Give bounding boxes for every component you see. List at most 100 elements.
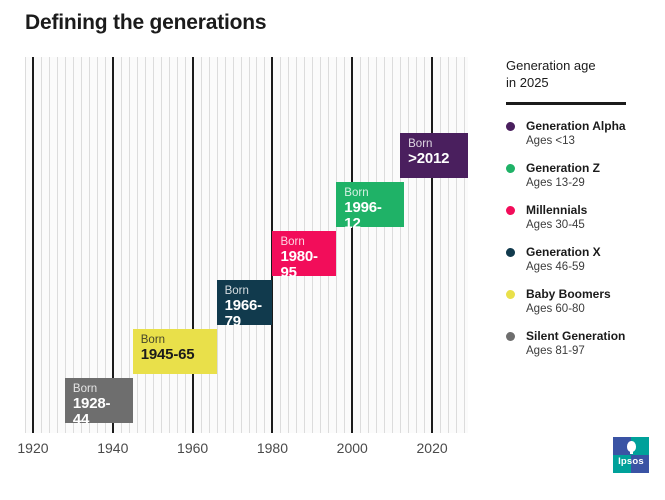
gridline-minor (200, 57, 202, 433)
gridline-minor (96, 57, 98, 433)
bar-years-label: 1980-95 (280, 248, 318, 281)
legend-color-dot-icon (506, 205, 515, 215)
gridline-minor (152, 57, 154, 433)
gridline-minor (344, 57, 346, 433)
gridline-minor (208, 57, 210, 433)
generation-bar: Born 1996-12 (336, 182, 405, 231)
gridline-minor (424, 57, 426, 433)
gridline-minor (392, 57, 394, 433)
gridline-minor (240, 57, 242, 433)
x-axis-tick-label: 1920 (17, 440, 49, 456)
legend-item-label: Millennials (526, 202, 588, 217)
gridline-minor (264, 57, 266, 433)
bar-years-label: 1928-44 (72, 395, 111, 428)
legend-item-label: Silent Generation (526, 328, 626, 343)
bar-years-label: 1945-65 (140, 346, 195, 364)
legend-color-dot-icon (506, 247, 515, 257)
logo-wordmark: Ipsos (618, 456, 644, 467)
logo-quadrant-bottom-right (631, 455, 649, 473)
gridline-minor (104, 57, 106, 433)
bar-born-label: Born (140, 334, 166, 346)
legend-color-dot-icon (506, 331, 515, 341)
lightbulb-icon (627, 441, 636, 452)
legend-item-ages: Ages 46-59 (526, 260, 585, 273)
legend-item-ages: Ages 30-45 (526, 218, 585, 231)
gridline-minor (368, 57, 370, 433)
gridline-minor (416, 57, 418, 433)
logo-quadrant-top-right (631, 437, 649, 455)
ipsos-logo: Ipsos (613, 437, 649, 473)
gridline-minor (248, 57, 250, 433)
legend-heading: Generation age in 2025 (506, 58, 596, 91)
legend-panel: Generation age in 2025 Generation Alpha A… (506, 57, 646, 370)
bar-born-label: Born (224, 285, 249, 297)
gridline-minor (360, 57, 362, 433)
x-axis: 1920 1940 1960 1980 2000 2020 (17, 440, 468, 460)
x-axis-tick-label: 1940 (97, 440, 129, 456)
x-axis-tick-label: 1960 (177, 440, 209, 456)
gridline-minor (80, 57, 82, 433)
gridline-major (111, 57, 114, 433)
generation-bar: Born >2012 (400, 133, 468, 178)
bar-born-label: Born (344, 187, 369, 199)
x-axis-tick-label: 2000 (336, 440, 368, 456)
gridline-minor (56, 57, 58, 433)
gridline-minor (448, 57, 450, 433)
gridline-minor (160, 57, 162, 433)
gridline-minor (224, 57, 226, 433)
gridline-minor (64, 57, 66, 433)
legend-color-dot-icon (506, 121, 515, 131)
gridline-minor (256, 57, 258, 433)
legend-item: Baby Boomers Ages 60-80 (506, 287, 646, 317)
gridline-minor (440, 57, 442, 433)
legend-items: Generation Alpha Ages <13 Generation Z Ages… (506, 119, 646, 359)
legend-item: Millennials Ages 30-45 (506, 203, 646, 233)
gridline-minor (48, 57, 50, 433)
gridline-minor (88, 57, 90, 433)
legend-item-label: Baby Boomers (526, 286, 611, 301)
gridline-minor (464, 57, 465, 433)
gridline-major (351, 57, 354, 433)
chart-plot-area: Born 1928-44 Born 1945-65 Born 1966-79 Born 198… (25, 57, 468, 433)
legend-color-dot-icon (506, 163, 515, 173)
legend-item-ages: Ages 81-97 (526, 344, 585, 357)
legend-item-ages: Ages 13-29 (526, 176, 585, 189)
legend-item-label: Generation X (526, 244, 601, 259)
legend-item-ages: Ages 60-80 (526, 302, 585, 315)
legend-item: Silent Generation Ages 81-97 (506, 329, 646, 359)
x-axis-tick-label: 1980 (256, 440, 289, 456)
legend-color-dot-icon (506, 289, 515, 299)
legend-item: Generation Z Ages 13-29 (506, 161, 646, 191)
legend-item-ages: Ages <13 (526, 134, 575, 147)
gridline-minor (120, 57, 122, 433)
bar-born-label: Born (408, 138, 433, 150)
gridline-minor (400, 57, 402, 433)
legend-item: Generation X Ages 46-59 (506, 245, 646, 275)
legend-item: Generation Alpha Ages <13 (506, 119, 646, 149)
generation-bar: Born 1980-95 (272, 231, 337, 280)
generation-bar: Born 1966-79 (216, 280, 273, 329)
bar-years-label: 1996-12 (344, 199, 382, 232)
gridline-minor (176, 57, 178, 433)
bar-born-label: Born (280, 236, 305, 248)
gridline-minor (376, 57, 378, 433)
generation-bar: Born 1928-44 (64, 378, 133, 427)
gridline-minor (40, 57, 42, 433)
gridline-minor (408, 57, 410, 433)
bar-years-label: 1966-79 (224, 297, 263, 330)
gridline-minor (136, 57, 138, 433)
generation-bar: Born 1945-65 (132, 329, 217, 374)
page-title: Defining the generations (25, 11, 267, 34)
gridline-minor (456, 57, 458, 433)
legend-item-label: Generation Alpha (526, 118, 626, 133)
gridline-minor (168, 57, 170, 433)
logo-quadrant-top-left (613, 437, 631, 455)
gridline-minor (72, 57, 74, 433)
gridline-major (431, 57, 434, 433)
bar-years-label: >2012 (408, 150, 450, 168)
gridline-major (31, 57, 34, 433)
legend-divider (506, 102, 626, 105)
gridline-minor (184, 57, 186, 433)
gridline-major (191, 57, 194, 433)
